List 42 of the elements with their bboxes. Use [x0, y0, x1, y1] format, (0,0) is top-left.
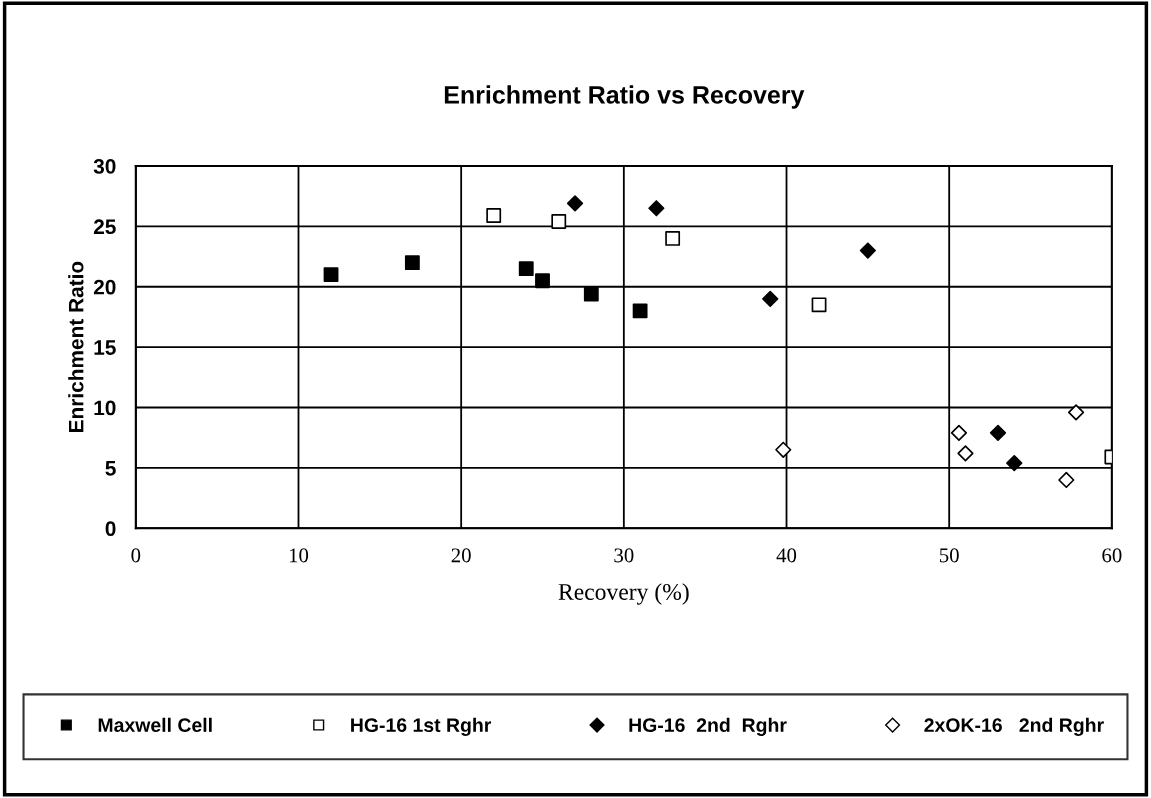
y-axis-title: Enrichment Ratio	[68, 261, 84, 432]
point	[775, 441, 792, 458]
y-tick-label: 0	[105, 521, 116, 537]
x-tick-label: 10	[289, 548, 309, 563]
x-axis-title: Recovery (%)	[558, 583, 689, 605]
point	[404, 255, 420, 271]
y-tick-label: 10	[94, 400, 116, 416]
point	[1006, 454, 1023, 472]
x-tick-label: 60	[1102, 548, 1122, 563]
point	[566, 195, 584, 212]
x-tick-label: 0	[131, 548, 141, 563]
legend-label: HG-16 2nd Rghr	[629, 717, 787, 736]
point	[1058, 471, 1075, 489]
point	[665, 231, 681, 246]
point	[989, 424, 1007, 441]
point	[632, 303, 648, 319]
x-tick-label: 50	[939, 548, 959, 563]
point	[1067, 404, 1085, 421]
y-tick-label: 30	[93, 158, 116, 174]
point	[583, 286, 599, 302]
point	[762, 290, 779, 307]
x-tick-label: 30	[614, 548, 634, 563]
y-tick-label: 20	[93, 279, 116, 295]
chart-title: Enrichment Ratio vs Recovery	[444, 85, 805, 109]
point	[551, 214, 567, 229]
legend-label: Maxwell Cell	[98, 717, 212, 733]
y-tick-label: 15	[94, 340, 116, 355]
legend-label: HG-16 1st Rghr	[351, 717, 492, 736]
x-tick-label: 40	[776, 548, 797, 563]
y-tick-label: 5	[105, 461, 116, 476]
point	[811, 297, 827, 313]
point	[535, 273, 550, 289]
point	[950, 424, 968, 441]
point	[518, 261, 534, 277]
point	[323, 267, 339, 283]
y-tick-label: 25	[93, 219, 116, 235]
point	[859, 242, 876, 259]
point	[486, 208, 502, 223]
x-tick-label: 20	[451, 548, 471, 563]
point	[648, 200, 665, 217]
point	[957, 445, 974, 462]
legend-label: 2xOK-16 2nd Rghr	[924, 717, 1104, 736]
